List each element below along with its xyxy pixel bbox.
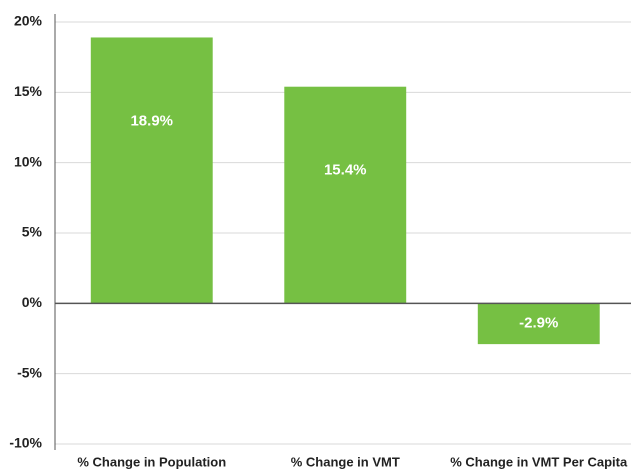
y-tick-label: 5% (22, 224, 43, 240)
x-tick-label: % Change in VMT (291, 454, 400, 469)
value-label: 15.4% (324, 162, 367, 179)
y-tick-label: 20% (14, 13, 43, 29)
value-label: 18.9% (130, 112, 173, 129)
y-tick-label: -10% (9, 435, 42, 451)
y-tick-label: 0% (22, 294, 43, 310)
bar (477, 303, 600, 345)
y-tick-label: 10% (14, 153, 43, 169)
x-tick-label: % Change in Population (77, 454, 226, 469)
y-tick-label: 15% (14, 83, 43, 99)
y-tick-label: -5% (17, 364, 42, 380)
bar (284, 86, 407, 304)
x-tick-label: % Change in VMT Per Capita (450, 454, 628, 469)
value-label: -2.9% (519, 315, 558, 332)
bar (90, 37, 213, 304)
